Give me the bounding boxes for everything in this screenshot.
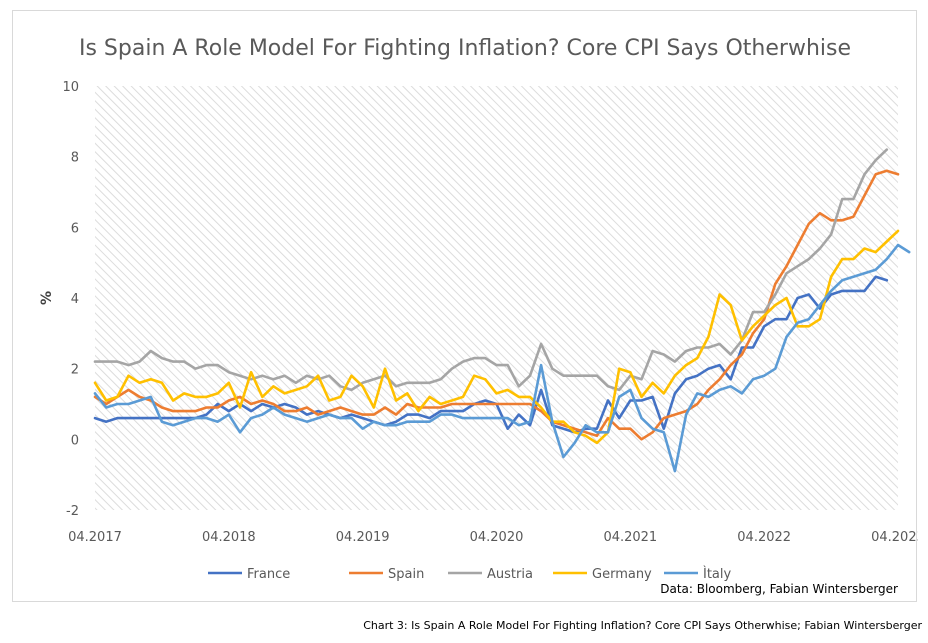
x-tick-label: 04.2017: [68, 530, 122, 545]
y-tick-label: -2: [66, 504, 79, 519]
x-tick-label: 04.2018: [202, 530, 256, 545]
legend-label: Austria: [487, 567, 533, 582]
legend-label: Germany: [592, 567, 652, 582]
x-tick-label: 04.2022: [737, 530, 791, 545]
x-axis-ticks: 04.2017 04.2018 04.2019 04.2020 04.2021 04.20…: [68, 530, 918, 545]
series-lines: [93, 148, 911, 473]
figure-caption: Chart 3: Is Spain A Role Model For Fight…: [363, 619, 922, 632]
chart-svg: Is Spain A Role Model For Fighting Infla…: [39, 36, 918, 596]
y-tick-label: 4: [71, 292, 79, 307]
x-tick-label: 04.2021: [603, 530, 657, 545]
y-tick-label: 8: [71, 151, 79, 166]
legend-label: France: [247, 567, 290, 582]
y-tick-label: 6: [71, 221, 79, 236]
series-line-spain: [93, 169, 900, 441]
legend-label: Ìtaly: [703, 566, 732, 582]
x-tick-label: 04.2020: [470, 530, 524, 545]
source-note: Data: Bloomberg, Fabian Wintersberger: [660, 582, 898, 596]
series-line-france: [93, 275, 889, 434]
series-line-taly: [93, 243, 911, 473]
y-axis-label: %: [39, 291, 55, 305]
x-tick-label: 04.2019: [336, 530, 390, 545]
plot-area: [95, 86, 898, 510]
legend: France Spain Austria Germany Ìtaly: [208, 566, 732, 582]
y-tick-label: 2: [71, 363, 79, 378]
chart-title: Is Spain A Role Model For Fighting Infla…: [79, 36, 851, 61]
y-tick-label: 0: [71, 433, 79, 448]
x-tick-label: 04.2023: [871, 530, 918, 545]
chart-frame: Is Spain A Role Model For Fighting Infla…: [12, 10, 918, 602]
series-line-austria: [93, 148, 889, 392]
y-tick-label: 10: [62, 80, 79, 95]
series-line-germany: [93, 229, 900, 445]
legend-label: Spain: [388, 567, 424, 582]
y-axis-ticks: -2 0 2 4 6 8 10: [62, 80, 79, 519]
